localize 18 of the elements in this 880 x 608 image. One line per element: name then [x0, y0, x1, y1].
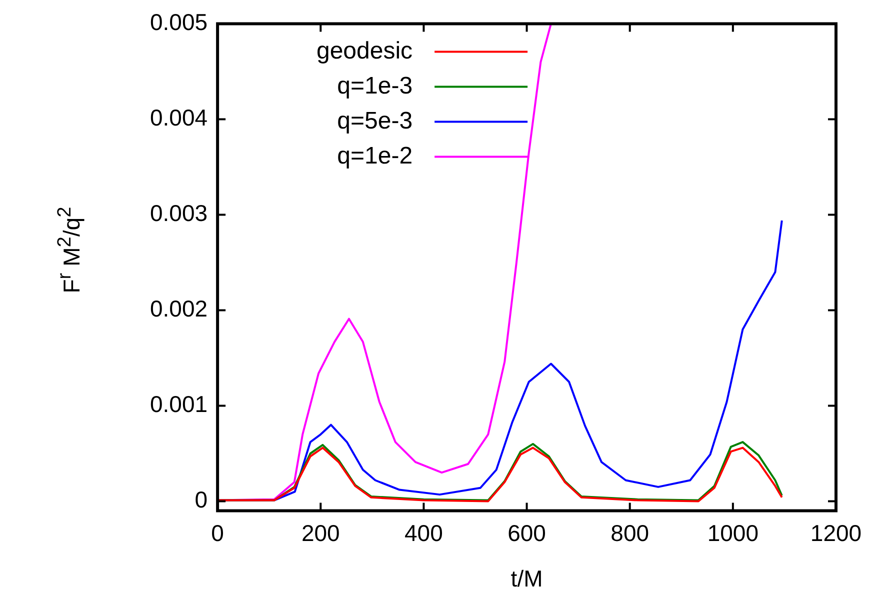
x-tick-label: 1200: [810, 520, 862, 546]
x-tick-label: 0: [211, 520, 224, 546]
x-tick-label: 1000: [707, 520, 759, 546]
y-tick-label: 0: [194, 486, 208, 513]
y-tick-label: 0.005: [150, 9, 208, 36]
x-tick-label: 600: [508, 520, 546, 546]
y-tick-label: 0.002: [150, 296, 208, 322]
legend-label: geodesic: [316, 37, 413, 64]
legend-label: q=5e-3: [337, 107, 413, 134]
legend-label: q=1e-3: [337, 72, 413, 100]
y-tick-label: 0.001: [150, 391, 208, 418]
x-tick-label: 200: [301, 520, 340, 546]
x-tick-label: 800: [610, 520, 650, 546]
y-tick-label: 0.003: [150, 200, 208, 226]
legend-label: q=1e-2: [337, 142, 413, 170]
x-tick-label: 400: [404, 520, 443, 546]
y-tick-label: 0.004: [150, 104, 208, 131]
x-axis-title: t/M: [510, 566, 543, 592]
